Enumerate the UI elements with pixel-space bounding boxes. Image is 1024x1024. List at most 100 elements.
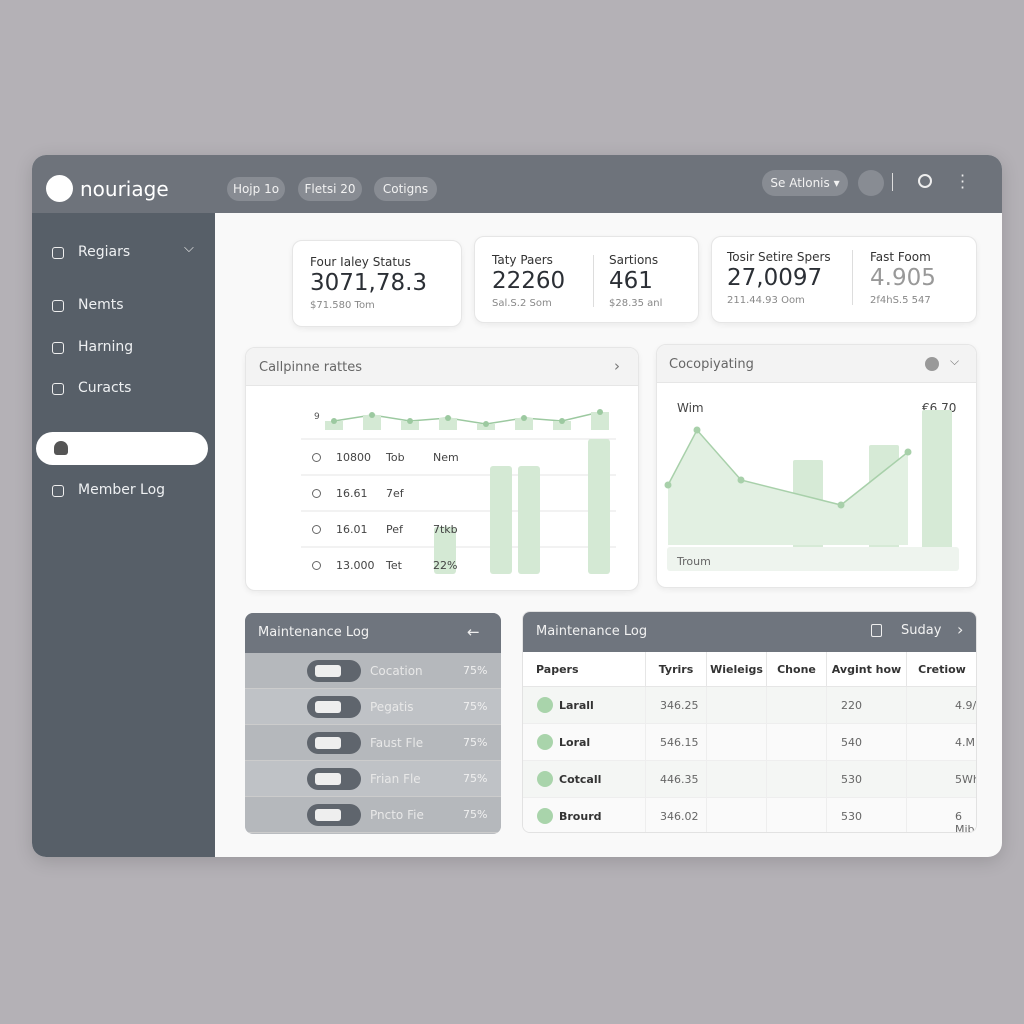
nav-item[interactable]: Member Log [78,482,166,498]
row-cell: 10800 [336,451,371,464]
column-header: Tyrirs [646,652,707,687]
check-icon [537,734,553,750]
nav-icon [52,485,64,497]
table-cell: 540 [827,724,907,761]
toggle-knob [315,701,341,713]
nav-icon [52,383,64,395]
logo-icon [46,175,73,202]
row-bg [245,725,501,761]
table-cell: 530 [827,798,907,832]
row-name: Pncto Fie [370,808,424,822]
nav-item[interactable]: Curacts [78,380,132,396]
check-icon [537,697,553,713]
panel-title: Maintenance Log [536,624,648,639]
table-cell: 346.02 [646,798,707,832]
row-cell: Nem [433,451,459,464]
sidebar [32,213,215,857]
small-bar [591,412,609,430]
table-cell: 5Whl [907,761,976,798]
user-icon[interactable] [858,170,884,196]
panel-header [657,345,976,383]
copy-panel: Cocopiyating ⌵ Wim €6.70 Troum [656,344,977,588]
small-bar [363,415,381,430]
toggle-knob [315,665,341,677]
row-bg [245,689,501,725]
row-name: Faust Fle [370,736,424,750]
nav-item[interactable]: Harning [78,339,134,355]
stat-sub: 2f4hS.5 547 [870,295,931,306]
area [668,430,908,545]
point [904,448,912,456]
nav-tab[interactable]: Hojp 1o [227,177,285,201]
table-cell: 4.9/0 [907,687,977,724]
table-cell [767,761,827,798]
panel-header [245,613,501,653]
row-icon [312,453,321,462]
axis-label: 9 [314,412,320,422]
table-cell: Loral [523,724,646,761]
table-cell [767,798,827,832]
table-cell: Cotcall [523,761,646,798]
user-glyph [54,441,68,455]
nav-tab[interactable]: Cotigns [374,177,437,201]
column-header: Wieleigs [707,652,767,687]
nav-tab[interactable]: Fletsi 20 [298,177,362,201]
chevron: ⌵ [184,241,194,256]
bar [490,466,512,574]
stat-sub: Sal.S.2 Som [492,298,552,309]
cell-text: 530 [841,773,862,786]
point [407,418,413,424]
point [693,426,701,434]
settings-icon[interactable] [925,357,939,371]
point [597,409,603,415]
toggle-knob [315,809,341,821]
table-cell: 6 Mib [907,798,976,833]
bar [518,466,540,574]
stat-card [711,236,977,323]
selected-item[interactable] [36,432,208,465]
table-cell: 446.35 [646,761,707,798]
row-value: 75% [463,736,488,749]
table-cell: 4.Min [907,724,976,761]
action-button[interactable]: Se Atlonis ▾ [762,170,848,196]
table-cell: Larall [523,687,646,724]
cell-text: 6 Mib [955,810,975,833]
nav-item[interactable]: Regiars [78,244,131,260]
chevron: ⌵ [950,354,960,368]
point [483,421,489,427]
table-cell [767,687,827,724]
rates-chart [301,409,616,574]
menu-icon[interactable]: · · · [960,166,966,197]
row-icon [312,525,321,534]
panel-header [523,612,976,652]
day-label[interactable]: Suday [901,623,942,638]
cell-text: 4.Min [955,736,976,749]
search-icon[interactable] [918,174,932,188]
small-bar [401,421,419,430]
row-bg [245,653,501,689]
column-header: Cretiow [907,652,976,687]
stat-value: 3071,78.3 [310,270,428,296]
toggle-knob [315,773,341,785]
stat-card [292,240,462,327]
bar [588,439,610,574]
stat-label: Fast Foom [870,250,931,264]
point [521,415,527,421]
nav-icon [52,342,64,354]
row-name: Loral [559,736,591,749]
row-cell: 16.01 [336,523,368,536]
back-icon[interactable]: ← [467,623,480,641]
table-cell [707,724,767,761]
column-header: Chone [767,652,827,687]
row-cell: Tet [386,559,402,572]
table-cell [707,798,767,832]
rates-panel: Callpinne rattes › 9 10800 Tob Nem 16.61 7ef 16.… [245,347,639,591]
nav-item[interactable]: Nemts [78,297,124,313]
point [559,418,565,424]
calendar-icon [871,624,882,637]
row-cell: Pef [386,523,403,536]
stat-label: Tosir Setire Spers [727,250,831,264]
stat-value: 4.905 [870,265,936,291]
cell-text: 4.9/0 [955,699,977,712]
footer-band [667,547,959,571]
